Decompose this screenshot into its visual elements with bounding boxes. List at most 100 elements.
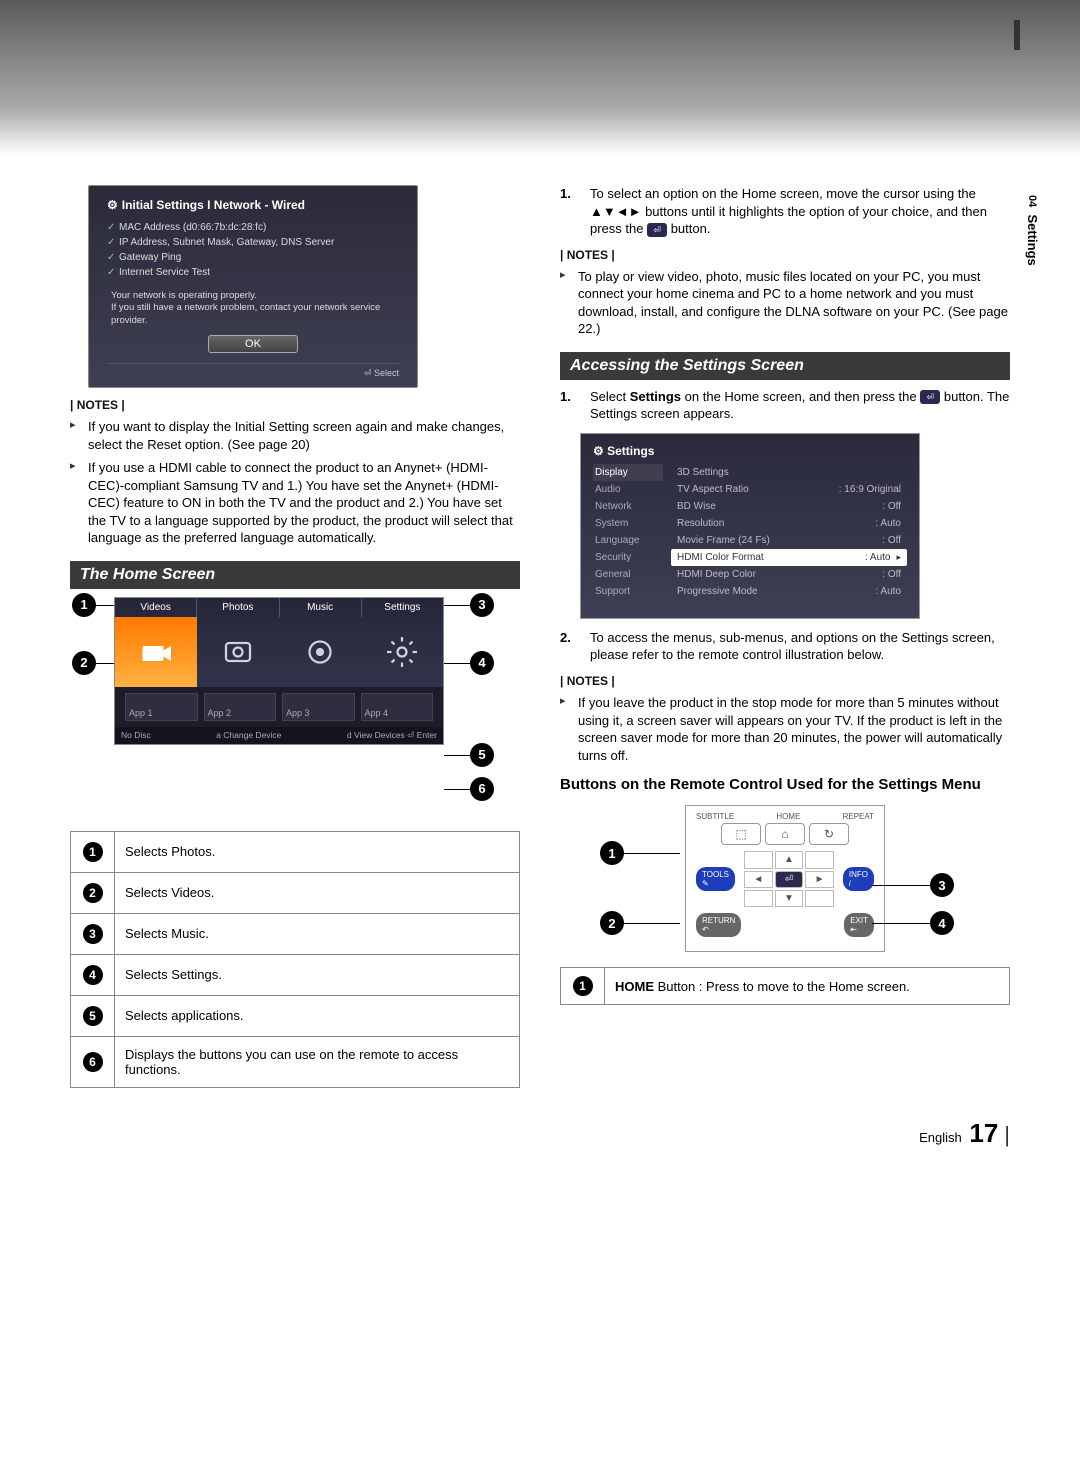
ok-button[interactable]: OK [208,335,298,353]
network-msg-2: If you still have a network problem, con… [111,302,395,327]
home-tab: Settings [362,598,443,617]
settings-panel: ⚙ Settings DisplayAudioNetworkSystemLang… [580,433,920,619]
callout-1: 1 [600,841,624,865]
settings-row: Resolution: Auto [671,515,907,532]
enter-icon: ⏎ [920,390,940,404]
settings-row: HDMI Deep Color: Off [671,566,907,583]
repeat-button[interactable]: ↻ [809,823,849,845]
settings-nav-item: General [593,566,663,583]
settings-row: TV Aspect Ratio: 16:9 Original [671,481,907,498]
music-tile [279,617,361,687]
footer-no-disc: No Disc [121,730,151,741]
callout-5: 5 [470,743,494,767]
footer-change-device: a Change Device [216,730,281,741]
home-tab: Music [280,598,362,617]
subtitle-button[interactable]: ⬚ [721,823,761,845]
callout-3: 3 [83,924,103,944]
home-tab: Videos [115,598,197,617]
chapter-tab: 04 Settings [1025,195,1040,266]
enter-icon: ⏎ [647,223,667,237]
callout-1: 1 [72,593,96,617]
exit-button[interactable]: EXIT⇤ [844,913,874,937]
callout-4: 4 [83,965,103,985]
notes-label: NOTES [560,674,1010,688]
callout-6: 6 [470,777,494,801]
page-footer: English 17| [70,1118,1010,1149]
callout-4: 4 [470,651,494,675]
callout-6: 6 [83,1052,103,1072]
home-section-title: The Home Screen [70,561,520,589]
legend-text: Selects Music. [115,913,520,954]
gear-icon: ⚙ [107,198,118,212]
legend-text: Selects applications. [115,995,520,1036]
home-legend-table: 1 Selects Photos. 2 Selects Videos. 3 Selects… [70,831,520,1088]
access-section-title: Accessing the Settings Screen [560,352,1010,380]
gear-icon: ⚙ [593,444,604,458]
app-tile: App 1 [125,693,198,721]
right-icon[interactable]: ► [805,871,834,888]
settings-nav-item: Language [593,532,663,549]
note-item: If you use a HDMI cable to connect the p… [84,459,520,547]
repeat-label: REPEAT [843,812,874,821]
home-tab: Photos [197,598,279,617]
legend-text: Displays the buttons you can use on the … [115,1036,520,1087]
settings-nav-item: Security [593,549,663,566]
tools-button[interactable]: TOOLS✎ [696,867,735,891]
settings-nav-item: Display [593,464,663,481]
settings-row: HDMI Color Format: Auto▸ [671,549,907,566]
settings-row: BD Wise: Off [671,498,907,515]
select-hint: ⏎ Select [107,363,399,379]
callout-1: 1 [83,842,103,862]
settings-tile [361,617,443,687]
note-item: If you want to display the Initial Setti… [84,418,520,453]
step-text: To access the menus, sub-menus, and opti… [590,629,1010,664]
check-item: Internet Service Test [107,265,399,280]
legend-text: Selects Settings. [115,954,520,995]
footer-view-enter: d View Devices ⏎ Enter [347,730,437,741]
remote-illustration: 1 2 3 4 SUBTITLE HOME REPEAT ⬚ ⌂ [560,805,1010,955]
home-button[interactable]: ⌂ [765,823,805,845]
dpad[interactable]: ▲ ◄⏎► ▼ [744,851,834,907]
home-screen-illustration: 1 2 3 4 5 6 VideosPhotosMusicSettings [70,597,520,817]
note-item: If you leave the product in the stop mod… [574,694,1010,764]
callout-3: 3 [930,873,954,897]
down-icon[interactable]: ▼ [775,890,804,907]
return-button[interactable]: RETURN↶ [696,913,741,937]
callout-2: 2 [600,911,624,935]
notes-label: NOTES [560,248,1010,262]
side-marker [1014,20,1020,50]
callout-2: 2 [72,651,96,675]
remote-section-title: Buttons on the Remote Control Used for t… [560,776,1010,793]
callout-4: 4 [930,911,954,935]
network-dialog-title: Initial Settings I Network - Wired [122,198,305,212]
check-item: MAC Address (d0:66:7b:dc:28:fc) [107,220,399,235]
app-tile: App 4 [361,693,434,721]
left-icon[interactable]: ◄ [744,871,773,888]
notes-label: NOTES [70,398,520,412]
top-banner [0,0,1080,155]
settings-nav-item: Support [593,583,663,600]
remote-legend-table: 1 HOME Button : Press to move to the Hom… [560,967,1010,1005]
network-msg-1: Your network is operating properly. [111,290,395,302]
up-icon[interactable]: ▲ [775,851,804,868]
check-item: Gateway Ping [107,250,399,265]
network-dialog: ⚙ Initial Settings I Network - Wired MAC … [88,185,418,388]
photos-tile [197,617,279,687]
callout-3: 3 [470,593,494,617]
app-tile: App 3 [282,693,355,721]
callout-2: 2 [83,883,103,903]
enter-button[interactable]: ⏎ [775,871,804,888]
check-item: IP Address, Subnet Mask, Gateway, DNS Se… [107,235,399,250]
legend-text: Selects Photos. [115,831,520,872]
home-label: HOME [776,812,800,821]
videos-tile [115,617,197,687]
settings-nav-item: Audio [593,481,663,498]
remote-legend-1: HOME Button : Press to move to the Home … [605,968,1010,1005]
info-button[interactable]: INFOi [843,867,874,891]
subtitle-label: SUBTITLE [696,812,734,821]
legend-text: Selects Videos. [115,872,520,913]
settings-row: Progressive Mode: Auto [671,583,907,600]
callout-5: 5 [83,1006,103,1026]
step-text: Select Settings on the Home screen, and … [590,388,1010,423]
settings-nav-item: Network [593,498,663,515]
